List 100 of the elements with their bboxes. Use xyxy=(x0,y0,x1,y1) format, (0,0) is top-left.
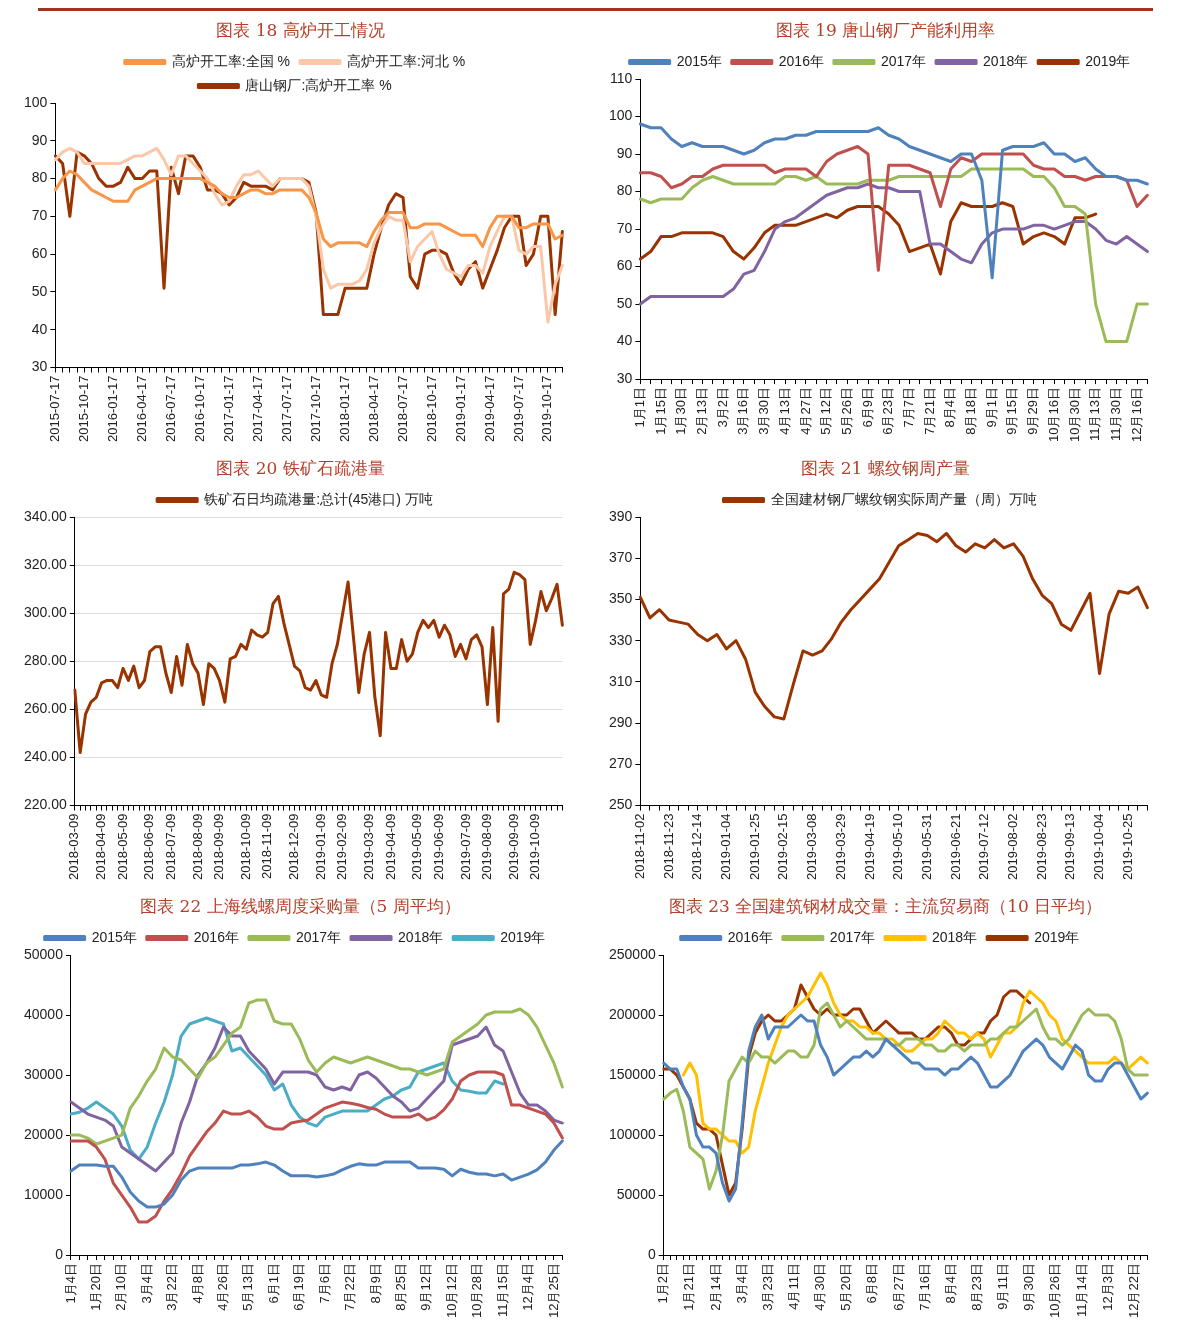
legend-label: 2015年 xyxy=(91,928,137,945)
x-tick-label: 2019-02-09 xyxy=(333,813,349,880)
x-tick-label: 2019-10-04 xyxy=(1090,813,1106,880)
y-tick-label: 40 xyxy=(616,332,633,349)
chart-title: 图表 18 高炉开工情况 xyxy=(216,19,385,42)
x-tick-label: 9月30日 xyxy=(1020,1263,1036,1311)
x-tick-label: 6月19日 xyxy=(290,1263,306,1311)
x-tick-label: 3月4日 xyxy=(138,1263,154,1304)
x-tick-label: 2016-04-17 xyxy=(133,375,149,442)
x-tick-label: 1月1日 xyxy=(631,387,647,428)
x-tick-label: 2018-04-17 xyxy=(365,375,381,442)
x-tick-label: 12月4日 xyxy=(519,1263,535,1311)
x-tick-label: 2019-06-21 xyxy=(947,813,963,880)
x-tick-label: 2019-05-09 xyxy=(408,813,424,880)
x-tick-label: 2017-10-17 xyxy=(307,375,323,442)
x-tick-label: 2月13日 xyxy=(693,387,709,435)
x-tick-label: 9月15日 xyxy=(1003,387,1019,435)
x-tick-label: 2018-07-17 xyxy=(394,375,410,442)
x-tick-label: 8月9日 xyxy=(367,1263,383,1304)
y-tick-label: 60 xyxy=(616,257,633,274)
x-tick-label: 2018-04-09 xyxy=(92,813,108,880)
x-tick-label: 7月6日 xyxy=(316,1263,332,1304)
x-tick-label: 9月1日 xyxy=(983,387,999,428)
x-tick-label: 10月26日 xyxy=(1046,1263,1062,1318)
x-tick-label: 3月4日 xyxy=(733,1263,749,1304)
x-tick-label: 2月10日 xyxy=(112,1263,128,1311)
x-tick-label: 2月14日 xyxy=(707,1263,723,1311)
x-tick-label: 10月16日 xyxy=(1045,387,1061,442)
y-tick-label: 90 xyxy=(31,131,48,148)
legend-label: 2017年 xyxy=(829,928,875,945)
x-tick-label: 2019-03-08 xyxy=(803,813,819,880)
x-tick-label: 4月13日 xyxy=(776,387,792,435)
x-tick-label: 10月12日 xyxy=(443,1263,459,1318)
x-tick-label: 9月12日 xyxy=(417,1263,433,1311)
x-tick-label: 11月30日 xyxy=(1107,387,1123,442)
x-tick-label: 6月27日 xyxy=(890,1263,906,1311)
x-tick-label: 1月15日 xyxy=(652,387,668,435)
chart-title: 图表 23 全国建筑钢材成交量：主流贸易商（10 日平均） xyxy=(668,895,1103,918)
x-tick-label: 2019-04-09 xyxy=(382,813,398,880)
x-tick-label: 7月21日 xyxy=(921,387,937,435)
x-tick-label: 10月28日 xyxy=(468,1263,484,1318)
x-tick-label: 2018-10-17 xyxy=(423,375,439,442)
y-tick-label: 0 xyxy=(54,1245,63,1262)
x-tick-label: 2018-12-14 xyxy=(688,813,704,880)
y-tick-label: 150000 xyxy=(608,1065,656,1082)
x-tick-label: 6月9日 xyxy=(859,387,875,428)
x-tick-label: 2016-10-17 xyxy=(191,375,207,442)
x-tick-label: 6月23日 xyxy=(879,387,895,435)
x-tick-label: 1月4日 xyxy=(62,1263,78,1304)
x-tick-label: 10月30日 xyxy=(1066,387,1082,442)
legend-label: 2018年 xyxy=(397,928,443,945)
x-tick-label: 2017-01-17 xyxy=(220,375,236,442)
legend-label: 2015年 xyxy=(676,52,722,69)
chart-title: 图表 20 铁矿石疏港量 xyxy=(216,457,385,480)
y-tick-label: 290 xyxy=(608,713,633,730)
x-tick-label: 5月26日 xyxy=(838,387,854,435)
x-tick-label: 7月7日 xyxy=(900,387,916,428)
x-tick-label: 4月26日 xyxy=(214,1263,230,1311)
legend-label: 2019年 xyxy=(1084,52,1130,69)
x-tick-label: 11月15日 xyxy=(494,1263,510,1318)
y-tick-label: 350 xyxy=(608,590,633,607)
x-tick-label: 2015-10-17 xyxy=(75,375,91,442)
x-tick-label: 4月8日 xyxy=(189,1263,205,1304)
x-tick-label: 2019-05-31 xyxy=(918,813,934,880)
legend-label: 铁矿石日均疏港量:总计(45港口) 万吨 xyxy=(202,490,433,507)
x-tick-label: 2019-04-19 xyxy=(861,813,877,880)
x-tick-label: 5月13日 xyxy=(239,1263,255,1311)
x-tick-label: 7月16日 xyxy=(916,1263,932,1311)
y-tick-label: 10000 xyxy=(23,1185,63,1202)
x-tick-label: 2019-01-04 xyxy=(717,813,733,880)
y-tick-label: 80 xyxy=(616,182,633,199)
legend-label: 高炉开工率:全国 % xyxy=(171,52,290,69)
x-tick-label: 9月11日 xyxy=(994,1263,1010,1310)
y-tick-label: 330 xyxy=(608,631,633,648)
x-tick-label: 2019-02-15 xyxy=(774,813,790,880)
x-tick-label: 5月20日 xyxy=(837,1263,853,1311)
x-tick-label: 11月13日 xyxy=(1086,387,1102,442)
x-tick-label: 2019-08-02 xyxy=(1004,813,1020,880)
x-tick-label: 2017-04-17 xyxy=(249,375,265,442)
x-tick-label: 2018-05-09 xyxy=(114,813,130,880)
legend-label: 2019年 xyxy=(1033,928,1079,945)
x-tick-label: 2018-11-23 xyxy=(660,813,676,880)
x-tick-label: 2019-10-09 xyxy=(526,813,542,880)
x-tick-label: 12月25日 xyxy=(545,1263,560,1318)
x-tick-label: 2019-01-09 xyxy=(312,813,328,880)
legend-label: 2016年 xyxy=(778,52,824,69)
x-tick-label: 2019-01-17 xyxy=(452,375,468,442)
y-tick-label: 30 xyxy=(616,369,633,386)
x-tick-label: 2016-07-17 xyxy=(162,375,178,442)
y-tick-label: 200000 xyxy=(608,1005,656,1022)
y-tick-label: 90 xyxy=(616,144,633,161)
y-tick-label: 300.00 xyxy=(23,604,67,621)
x-tick-label: 2019-01-25 xyxy=(746,813,762,880)
x-tick-label: 8月23日 xyxy=(968,1263,984,1311)
x-tick-label: 2018-10-09 xyxy=(237,813,253,880)
x-tick-label: 6月8日 xyxy=(863,1263,879,1304)
y-tick-label: 30000 xyxy=(23,1065,63,1082)
x-tick-label: 4月30日 xyxy=(811,1263,827,1311)
x-tick-label: 2019-07-17 xyxy=(510,375,526,442)
x-tick-label: 2018-11-02 xyxy=(631,813,647,880)
